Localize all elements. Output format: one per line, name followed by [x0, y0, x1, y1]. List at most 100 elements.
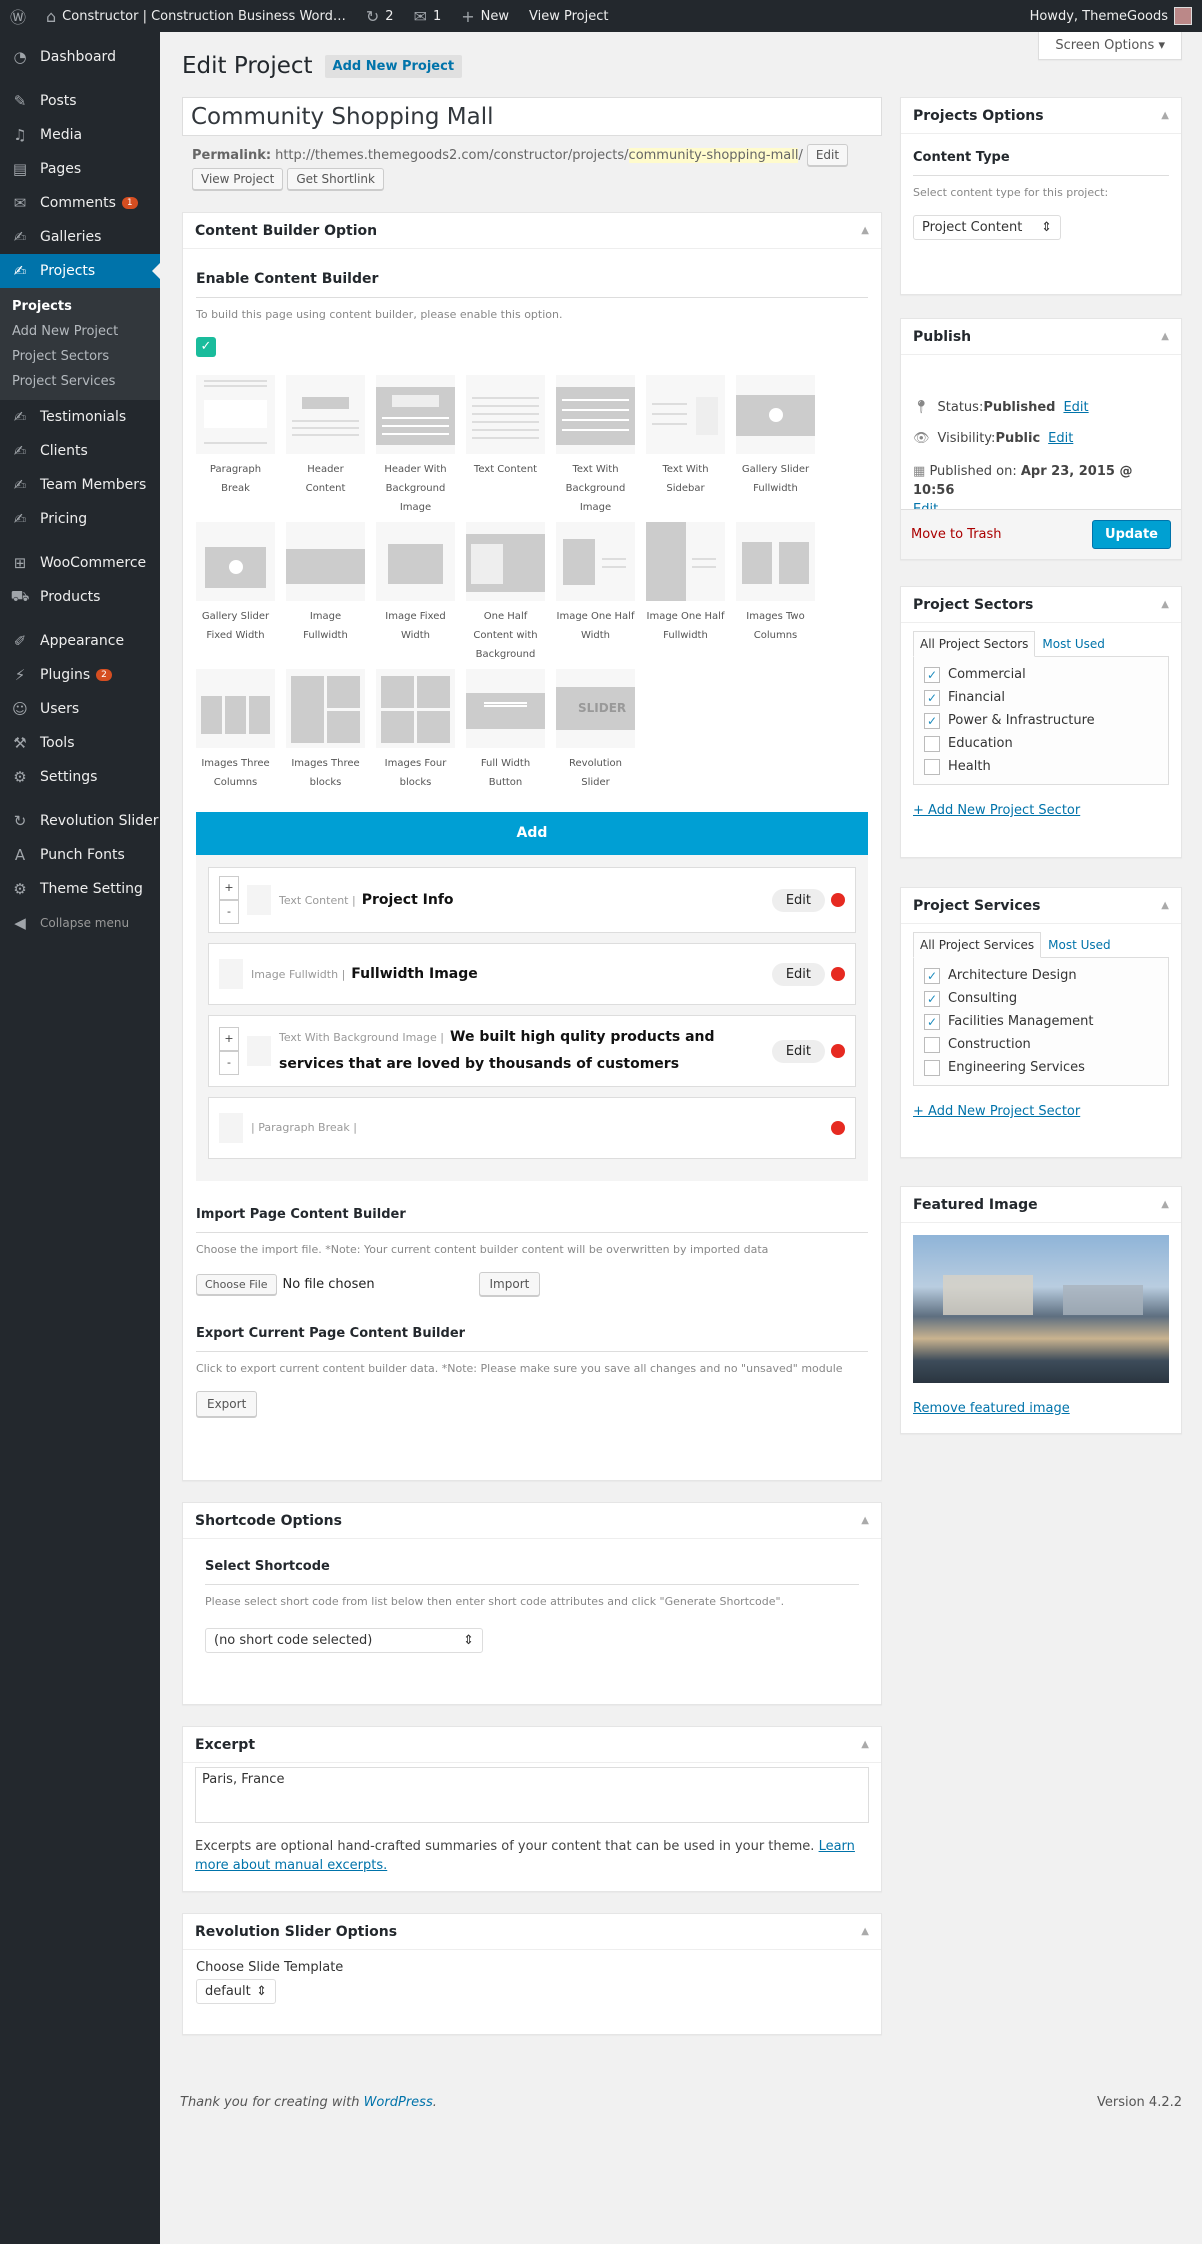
module-option[interactable]: Images Four blocks	[376, 669, 455, 810]
category-item[interactable]: ✓ Facilities Management	[924, 1010, 1158, 1033]
sidebar-item-media[interactable]: ♫ Media	[0, 118, 160, 152]
my-account[interactable]: Howdy, ThemeGoods	[1030, 7, 1202, 25]
view-project-button[interactable]: View Project	[192, 168, 284, 190]
module-option[interactable]: SLIDER Revolution Slider	[556, 669, 635, 810]
move-down-button[interactable]: -	[219, 1051, 239, 1075]
move-up-button[interactable]: +	[219, 876, 239, 900]
sidebar-item-team-members[interactable]: ✍ Team Members	[0, 468, 160, 502]
module-option[interactable]: Gallery Slider Fullwidth	[736, 375, 815, 516]
update-button[interactable]: Update	[1092, 520, 1171, 549]
category-item[interactable]: ✓ Power & Infrastructure	[924, 709, 1158, 732]
collapse-toggle-icon[interactable]: ▲	[861, 1515, 869, 1526]
add-new-project-button[interactable]: Add New Project	[324, 54, 463, 78]
category-item[interactable]: ✓ Consulting	[924, 987, 1158, 1010]
shortcode-select[interactable]: (no short code selected) ⇕	[205, 1628, 483, 1653]
edit-status-link[interactable]: Edit	[1063, 400, 1089, 415]
sidebar-item-collapse-menu[interactable]: ◀ Collapse menu	[0, 906, 160, 940]
sidebar-item-woocommerce[interactable]: ⊞ WooCommerce	[0, 546, 160, 580]
checkbox[interactable]: ✓	[924, 967, 940, 984]
comments-link[interactable]: ✉ 1	[404, 0, 452, 32]
add-module-button[interactable]: Add	[196, 812, 868, 855]
delete-item-button[interactable]	[831, 967, 845, 981]
edit-item-button[interactable]: Edit	[771, 962, 825, 986]
module-option[interactable]: Header Content	[286, 375, 365, 516]
checkbox[interactable]	[924, 735, 940, 752]
delete-item-button[interactable]	[831, 1044, 845, 1058]
collapse-toggle-icon[interactable]: ▲	[1161, 110, 1169, 121]
checkbox[interactable]	[924, 1036, 940, 1053]
category-item[interactable]: Health	[924, 755, 1158, 778]
builder-item[interactable]: + - Text Content | Project Info Edit	[208, 867, 856, 933]
move-to-trash-link[interactable]: Move to Trash	[911, 527, 1002, 542]
checkbox[interactable]: ✓	[924, 689, 940, 706]
tab-all-sectors[interactable]: All Project Sectors	[913, 631, 1036, 657]
updates-link[interactable]: ↻ 2	[356, 0, 404, 32]
checkbox[interactable]: ✓	[924, 666, 940, 683]
tab-all-services[interactable]: All Project Services	[913, 932, 1042, 958]
collapse-toggle-icon[interactable]: ▲	[1161, 1199, 1169, 1210]
title-input[interactable]: Community Shopping Mall	[182, 97, 882, 136]
builder-item[interactable]: + - Text With Background Image | We built h…	[208, 1015, 856, 1087]
wordpress-link[interactable]: WordPress	[363, 2095, 433, 2110]
site-name-link[interactable]: ⌂ Constructor | Construction Business Wor…	[36, 0, 356, 32]
move-up-button[interactable]: +	[219, 1027, 239, 1051]
sidebar-item-theme-setting[interactable]: ⚙ Theme Setting	[0, 872, 160, 906]
submenu-item[interactable]: Project Sectors	[12, 349, 110, 364]
module-option[interactable]: Images Three blocks	[286, 669, 365, 810]
screen-options-button[interactable]: Screen Options	[1038, 32, 1182, 60]
category-item[interactable]: Construction	[924, 1033, 1158, 1056]
category-item[interactable]: Engineering Services	[924, 1056, 1158, 1079]
module-option[interactable]: Images Three Columns	[196, 669, 275, 810]
collapse-toggle-icon[interactable]: ▲	[1161, 331, 1169, 342]
excerpt-textarea[interactable]: Paris, France	[195, 1767, 869, 1823]
add-sector-link[interactable]: + Add New Project Sector	[913, 803, 1081, 818]
module-option[interactable]: Header With Background Image	[376, 375, 455, 516]
edit-item-button[interactable]: Edit	[771, 1039, 825, 1063]
module-option[interactable]: Text With Background Image	[556, 375, 635, 516]
sidebar-item-pricing[interactable]: ✍ Pricing	[0, 502, 160, 536]
sidebar-item-appearance[interactable]: ✐ Appearance	[0, 624, 160, 658]
collapse-toggle-icon[interactable]: ▲	[861, 1926, 869, 1937]
module-option[interactable]: Image Fullwidth	[286, 522, 365, 663]
module-option[interactable]: Text With Sidebar	[646, 375, 725, 516]
module-option[interactable]: Image Fixed Width	[376, 522, 455, 663]
submenu-item[interactable]: Add New Project	[12, 324, 119, 339]
sidebar-item-plugins[interactable]: ⚡ Plugins 2	[0, 658, 160, 692]
sidebar-item-revolution-slider[interactable]: ↻ Revolution Slider	[0, 804, 160, 838]
module-option[interactable]: Text Content	[466, 375, 545, 516]
sidebar-item-projects[interactable]: ✍ Projects	[0, 254, 160, 288]
checkbox[interactable]: ✓	[924, 1013, 940, 1030]
tab-most-used[interactable]: Most Used	[1042, 637, 1105, 651]
module-option[interactable]: Paragraph Break	[196, 375, 275, 516]
module-option[interactable]: Images Two Columns	[736, 522, 815, 663]
sidebar-item-settings[interactable]: ⚙ Settings	[0, 760, 160, 794]
collapse-toggle-icon[interactable]: ▲	[861, 225, 869, 236]
sidebar-item-users[interactable]: ☺ Users	[0, 692, 160, 726]
add-service-link[interactable]: + Add New Project Sector	[913, 1104, 1081, 1119]
module-option[interactable]: Image One Half Fullwidth	[646, 522, 725, 663]
category-item[interactable]: ✓ Commercial	[924, 663, 1158, 686]
checkbox[interactable]: ✓	[924, 990, 940, 1007]
builder-item[interactable]: | Paragraph Break |	[208, 1097, 856, 1159]
edit-visibility-link[interactable]: Edit	[1048, 431, 1074, 446]
sidebar-item-products[interactable]: ⛟ Products	[0, 580, 160, 614]
sidebar-item-tools[interactable]: ⚒ Tools	[0, 726, 160, 760]
delete-item-button[interactable]	[831, 1121, 845, 1135]
sidebar-item-testimonials[interactable]: ✍ Testimonials	[0, 400, 160, 434]
checkbox[interactable]	[924, 758, 940, 775]
get-shortlink-button[interactable]: Get Shortlink	[287, 168, 384, 190]
module-option[interactable]: Full Width Button	[466, 669, 545, 810]
category-item[interactable]: ✓ Financial	[924, 686, 1158, 709]
wp-logo[interactable]: Ⓦ	[0, 0, 36, 32]
slide-template-select[interactable]: default ⇕	[196, 1979, 276, 2004]
export-button[interactable]: Export	[196, 1391, 258, 1417]
collapse-toggle-icon[interactable]: ▲	[1161, 599, 1169, 610]
collapse-toggle-icon[interactable]: ▲	[1161, 900, 1169, 911]
category-item[interactable]: ✓ Architecture Design	[924, 964, 1158, 987]
view-project-link[interactable]: View Project	[519, 0, 618, 32]
module-option[interactable]: One Half Content with Background	[466, 522, 545, 663]
sidebar-item-punch-fonts[interactable]: A Punch Fonts	[0, 838, 160, 872]
category-item[interactable]: Education	[924, 732, 1158, 755]
submenu-item[interactable]: Project Services	[12, 374, 116, 389]
content-type-select[interactable]: Project Content ⇕	[913, 215, 1061, 240]
